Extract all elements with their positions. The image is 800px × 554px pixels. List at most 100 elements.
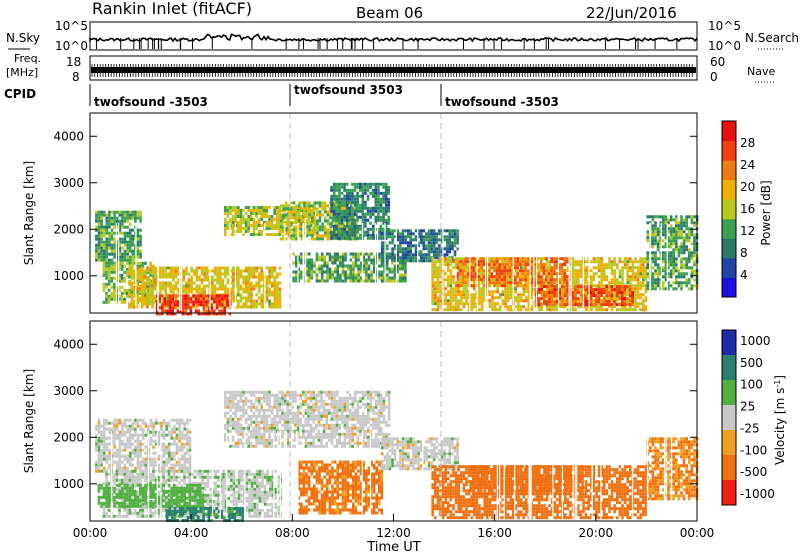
- heatmap-cell: [200, 287, 204, 291]
- heatmap-cell: [540, 288, 543, 292]
- heatmap-cell: [449, 263, 453, 267]
- heatmap-cell: [498, 275, 501, 279]
- heatmap-cell: [680, 230, 683, 234]
- heatmap-cell: [388, 270, 392, 274]
- heatmap-cell: [146, 275, 149, 279]
- heatmap-cell: [404, 241, 407, 245]
- heatmap-cell: [215, 303, 219, 307]
- heatmap-cell: [470, 299, 473, 303]
- heatmap-cell: [473, 281, 476, 285]
- heatmap-cell: [618, 257, 622, 261]
- heatmap-cell: [662, 215, 665, 219]
- heatmap-cell: [343, 182, 346, 186]
- heatmap-cell: [364, 221, 367, 225]
- heatmap-cell: [352, 273, 355, 277]
- heatmap-cell: [351, 227, 354, 231]
- heatmap-cell: [102, 264, 106, 268]
- heatmap-cell: [348, 227, 352, 231]
- heatmap-cell: [143, 299, 147, 303]
- heatmap-cell: [600, 257, 603, 261]
- freq-right-tick-bottom: 0: [710, 70, 718, 84]
- heatmap-cell: [449, 281, 453, 285]
- heatmap-cell: [164, 287, 167, 291]
- heatmap-cell: [527, 308, 531, 312]
- heatmap-cell: [263, 209, 266, 212]
- heatmap-cell: [396, 232, 400, 236]
- heatmap-cell: [629, 269, 632, 273]
- heatmap-cell: [318, 225, 322, 229]
- heatmap-cell: [100, 234, 103, 238]
- heatmap-cell: [231, 299, 235, 303]
- heatmap-cell: [113, 225, 116, 229]
- station-title: Rankin Inlet (fitACF): [92, 0, 252, 18]
- heatmap-cell: [335, 182, 339, 186]
- heatmap-cell: [108, 237, 111, 241]
- heatmap-cell: [448, 232, 452, 236]
- heatmap-cell: [250, 302, 253, 306]
- heatmap-cell: [313, 261, 316, 265]
- heatmap-cell: [456, 247, 459, 251]
- heatmap-cell: [300, 270, 303, 274]
- heatmap-cell: [211, 281, 214, 285]
- heatmap-cell: [136, 255, 140, 259]
- heatmap-cell: [237, 269, 240, 273]
- heatmap-cell: [556, 275, 559, 279]
- heatmap-cell: [237, 275, 240, 279]
- heatmap-cell: [384, 197, 388, 201]
- heatmap-cell: [480, 299, 484, 303]
- heatmap-cell: [584, 285, 588, 289]
- heatmap-cell: [414, 238, 418, 242]
- heatmap-cell: [257, 272, 261, 276]
- heatmap-cell: [491, 305, 494, 309]
- heatmap-cell: [602, 297, 606, 301]
- heatmap-cell: [626, 263, 629, 267]
- heatmap-cell: [490, 272, 494, 276]
- heatmap-cell: [332, 218, 336, 222]
- power-heatmap: [95, 182, 699, 316]
- heatmap-cell: [177, 305, 180, 309]
- heatmap-cell: [396, 264, 399, 268]
- heatmap-cell: [348, 212, 352, 216]
- heatmap-cell: [224, 224, 227, 227]
- heatmap-cell: [496, 287, 499, 291]
- heatmap-cell: [242, 215, 245, 218]
- heatmap-cell: [315, 276, 319, 280]
- heatmap-cell: [294, 230, 297, 233]
- heatmap-cell: [192, 303, 195, 307]
- heatmap-cell: [205, 272, 209, 276]
- heatmap-cell: [133, 299, 136, 303]
- heatmap-cell: [131, 258, 135, 262]
- heatmap-cell: [558, 294, 562, 298]
- heatmap-cell: [522, 293, 525, 297]
- heatmap-cell: [102, 225, 106, 229]
- heatmap-cell: [514, 269, 518, 273]
- heatmap-cell: [216, 272, 219, 276]
- heatmap-cell: [352, 216, 356, 220]
- heatmap-cell: [237, 230, 240, 233]
- heatmap-cell: [172, 272, 175, 276]
- heatmap-cell: [305, 225, 309, 229]
- heatmap-cell: [369, 209, 372, 213]
- heatmap-cell: [351, 188, 354, 192]
- heatmap-cell: [467, 275, 470, 279]
- heatmap-cell: [131, 243, 135, 247]
- heatmap-cell: [231, 209, 235, 212]
- heatmap-cell: [174, 284, 178, 288]
- heatmap-cell: [517, 293, 520, 297]
- heatmap-cell: [462, 284, 466, 288]
- heatmap-cell: [644, 278, 648, 282]
- heatmap-cell: [618, 288, 621, 292]
- heatmap-cell: [409, 247, 413, 251]
- heatmap-cell: [553, 296, 557, 300]
- heatmap-cell: [467, 269, 471, 273]
- heatmap-cell: [447, 308, 450, 312]
- heatmap-cell: [276, 212, 279, 215]
- heatmap-cell: [351, 221, 354, 225]
- heatmap-cell: [220, 303, 224, 307]
- heatmap-cell: [218, 269, 222, 273]
- heatmap-cell: [185, 290, 188, 294]
- heatmap-cell: [120, 300, 124, 304]
- heatmap-cell: [300, 231, 304, 235]
- heatmap-cell: [482, 260, 486, 264]
- heatmap-cell: [595, 284, 598, 288]
